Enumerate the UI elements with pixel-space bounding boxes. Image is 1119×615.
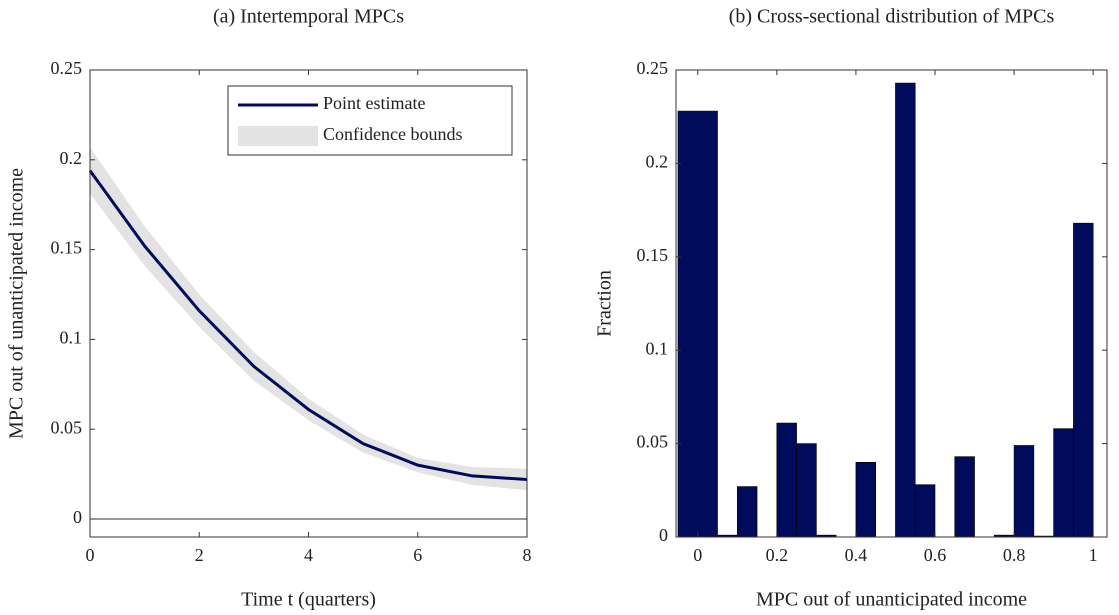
x-tick-label: 0.2 (766, 545, 789, 565)
y-tick-label: 0 (659, 525, 668, 545)
y-tick-label: 0.1 (646, 338, 669, 358)
x-tick-label: 8 (523, 545, 532, 565)
bar (776, 422, 797, 538)
bar (796, 443, 817, 538)
x-tick-label: 6 (413, 545, 422, 565)
x-tick-label: 0.6 (924, 545, 947, 565)
legend: Point estimate Confidence bounds (227, 85, 513, 156)
y-tick-label: 0.25 (51, 58, 83, 78)
x-tick-label: 1 (1089, 545, 1098, 565)
y-tick-label: 0.05 (637, 432, 669, 452)
legend-label: Confidence bounds (323, 124, 462, 144)
bar (1013, 445, 1035, 538)
legend-swatch (238, 126, 318, 146)
y-tick-label: 0 (73, 507, 82, 527)
confidence-band (90, 147, 527, 491)
bar (914, 484, 936, 538)
x-tick-label: 0 (86, 545, 95, 565)
y-tick-label: 0.15 (51, 238, 83, 258)
bar (895, 82, 916, 538)
chart-title: (a) Intertemporal MPCs (213, 6, 404, 28)
x-tick-label: 0.4 (845, 545, 868, 565)
y-tick-label: 0.25 (637, 58, 669, 78)
bar (677, 110, 718, 538)
y-tick-label: 0.1 (60, 328, 83, 348)
bar (1053, 428, 1074, 538)
x-tick-label: 2 (195, 545, 204, 565)
y-tick-label: 0.2 (60, 148, 83, 168)
bar (1073, 222, 1094, 538)
y-tick-label: 0.15 (637, 245, 669, 265)
legend-label: Point estimate (323, 93, 426, 113)
y-tick-label: 0.05 (51, 417, 83, 437)
y-axis-label: MPC out of unanticipated income (6, 168, 28, 439)
x-tick-label: 0 (693, 545, 702, 565)
y-axis-label: Fraction (594, 270, 616, 337)
x-axis-label: Time t (quarters) (241, 589, 376, 611)
x-axis-label: MPC out of unanticipated income (756, 589, 1027, 611)
line (88, 169, 528, 482)
bar (736, 486, 758, 538)
y-tick-label: 0.2 (646, 152, 669, 172)
x-tick-label: 0.8 (1003, 545, 1026, 565)
bar (954, 456, 975, 538)
x-tick-label: 4 (304, 545, 313, 565)
chart-title: (b) Cross-sectional distribution of MPCs (729, 6, 1055, 28)
bar (855, 461, 876, 538)
axes-box (675, 69, 1108, 538)
